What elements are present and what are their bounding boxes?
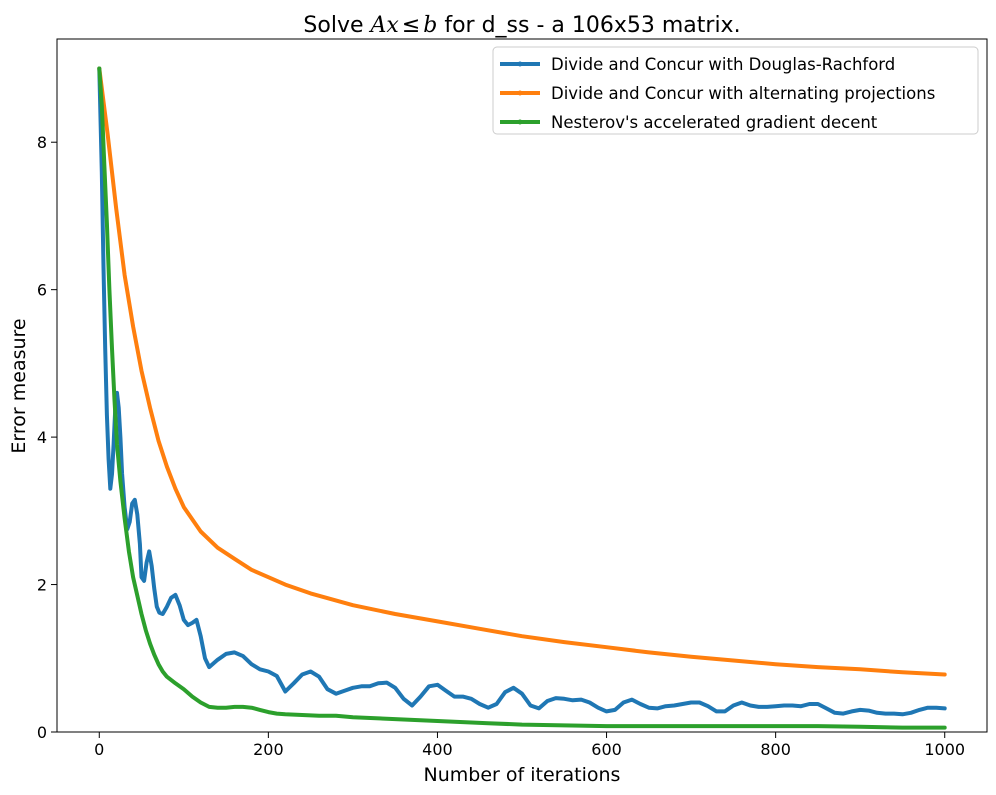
series-line-1 (97, 66, 947, 717)
x-tick-label: 800 (760, 740, 791, 759)
plot-area-frame (56, 38, 988, 733)
chart-title-math-op: ≤ (402, 13, 420, 38)
legend-marker-1 (517, 61, 523, 67)
legend: Divide and Concur with Douglas-Rachford D… (492, 46, 979, 135)
legend-label-2: Divide and Concur with alternating proje… (551, 84, 935, 103)
x-tick-label: 600 (591, 740, 622, 759)
chart-title-math-rhs: b (423, 13, 437, 38)
x-axis-label: Number of iterations (424, 764, 621, 786)
x-tick-label: 0 (94, 740, 104, 759)
legend-entries: Divide and Concur with Douglas-Rachford D… (500, 55, 935, 132)
legend-marker-3 (517, 119, 523, 125)
x-tick-label: 200 (253, 740, 284, 759)
x-tick-label: 1000 (924, 740, 965, 759)
series-layer (97, 66, 947, 730)
chart-title: Solve Ax ≤ b for d_ss - a 106x53 matrix. (303, 13, 740, 38)
series-line-3 (97, 66, 947, 730)
chart-title-math-lhs: Ax (369, 13, 400, 38)
y-tick-label: 2 (37, 576, 47, 595)
x-tick-label: 400 (422, 740, 453, 759)
legend-label-1: Divide and Concur with Douglas-Rachford (551, 55, 895, 74)
legend-label-3: Nesterov's accelerated gradient decent (551, 113, 878, 132)
y-tick-label: 6 (37, 281, 47, 300)
legend-marker-2 (517, 90, 523, 96)
series-line-2 (97, 66, 947, 677)
y-tick-label: 4 (37, 428, 47, 447)
y-tick-label: 0 (37, 723, 47, 742)
chart-title-suffix: for d_ss - a 106x53 matrix. (437, 13, 740, 38)
legend-box (492, 46, 979, 135)
chart-title-prefix: Solve (303, 13, 370, 38)
tick-layer: 0 200 400 600 800 1000 0 2 4 6 8 (37, 133, 965, 759)
y-tick-label: 8 (37, 133, 47, 152)
y-axis-label: Error measure (8, 318, 30, 453)
